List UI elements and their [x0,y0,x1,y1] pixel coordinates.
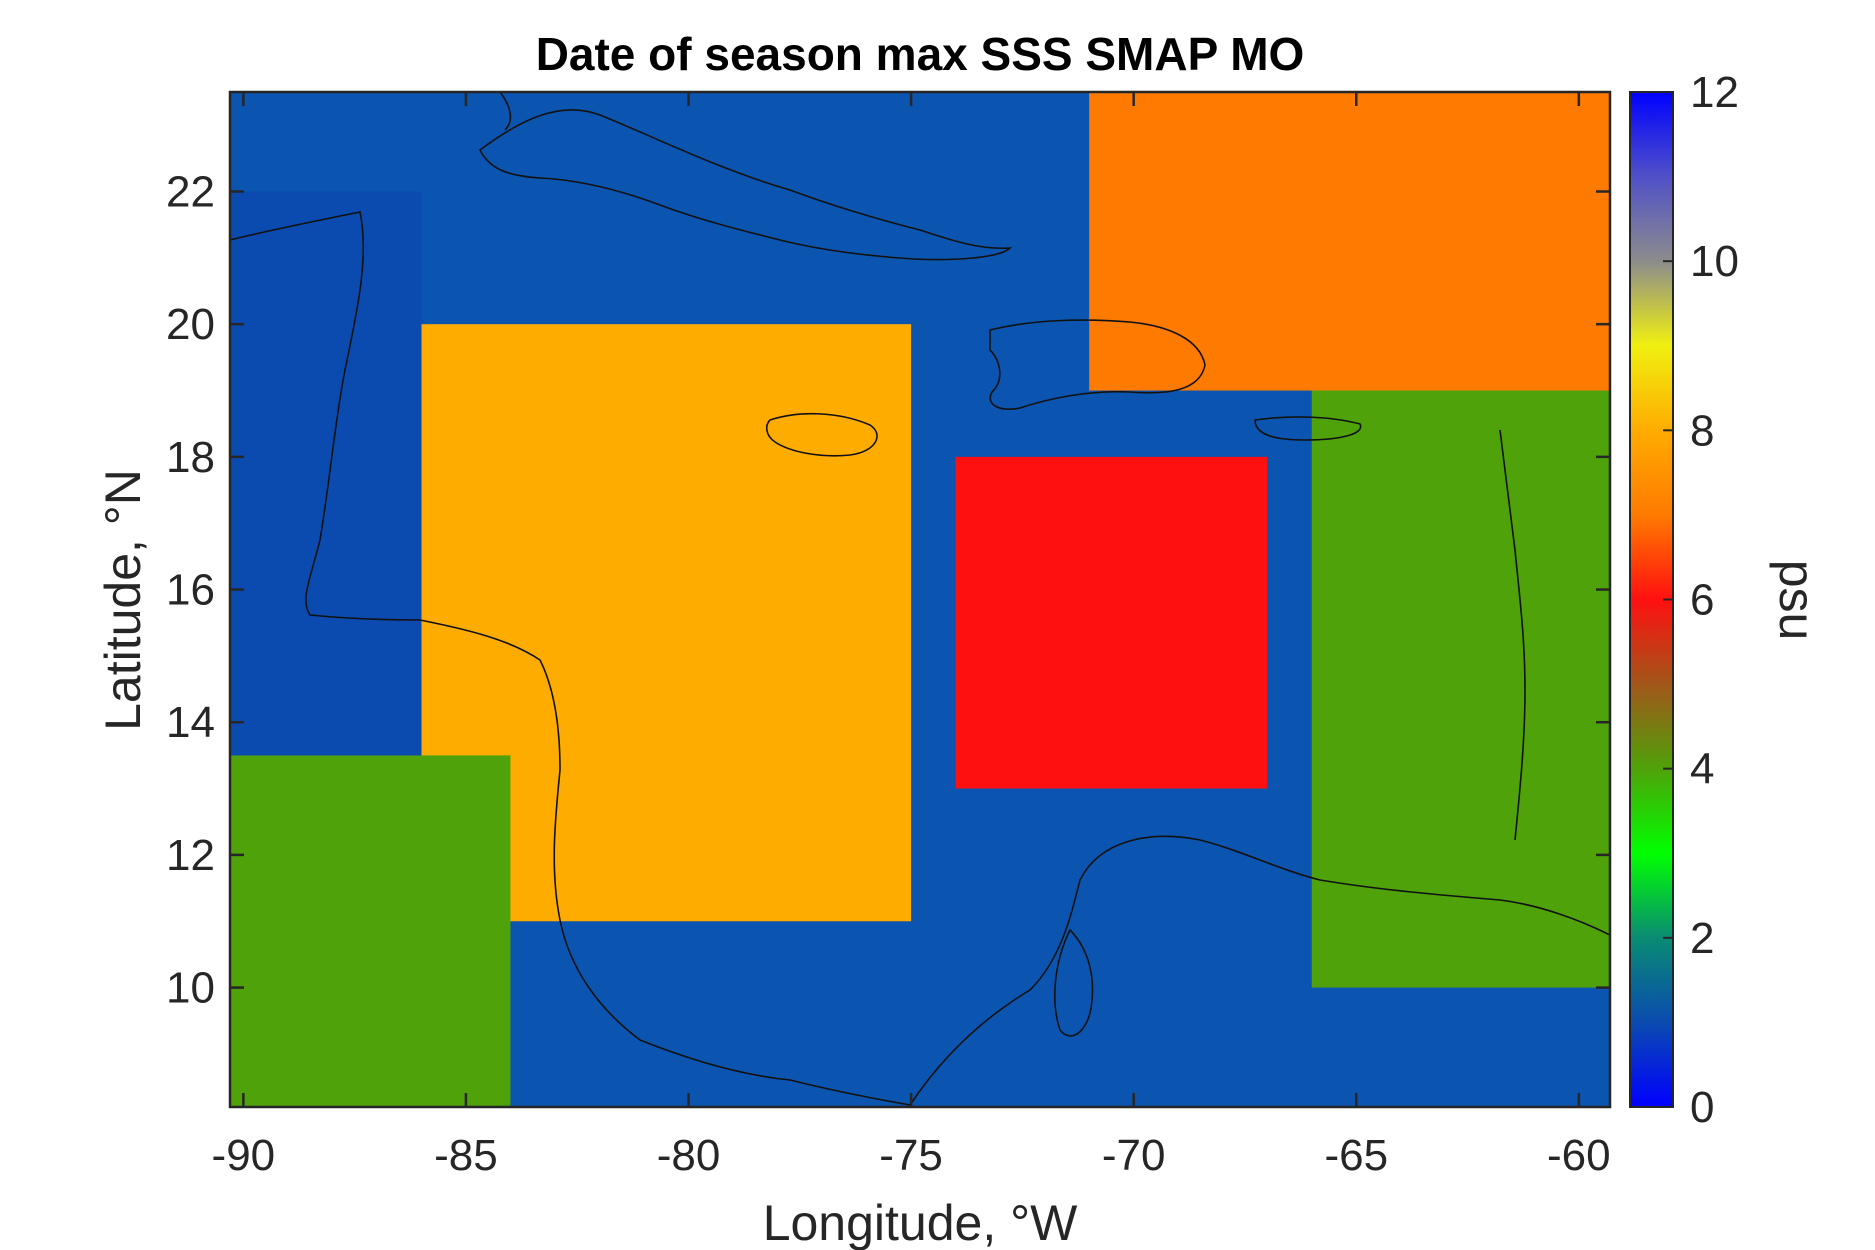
colorbar-tick-label: 4 [1690,745,1714,794]
heatmap-region-2 [955,456,1268,789]
y-tick-label: 20 [166,300,215,349]
plot-area [230,92,1610,1107]
heatmap-cells [230,92,1610,1107]
y-axis: 10 12 14 16 18 20 22 [166,168,1610,1013]
y-tick-label: 22 [166,168,215,217]
colorbar-tick-label: 10 [1690,237,1739,286]
colorbar-tick-label: 8 [1690,406,1714,455]
coastline-cuba [478,109,1013,261]
coastline-south-america [909,835,1610,1106]
x-tick-label: -75 [879,1131,943,1180]
y-tick-label: 14 [166,698,215,747]
colorbar-tick-label: 6 [1690,576,1714,625]
x-tick-label: -80 [657,1131,721,1180]
y-tick-label: 18 [166,433,215,482]
coastline-puerto-rico [1254,416,1362,441]
heatmap-region-6 [230,191,422,756]
colorbar-tick-label: 12 [1690,68,1739,117]
x-tick-label: -85 [434,1131,498,1180]
y-tick-label: 10 [166,964,215,1013]
coastline-florida [499,92,512,131]
x-axis: -90 -85 -80 -75 -70 -65 -60 [212,92,1611,1180]
x-tick-label: -90 [212,1131,276,1180]
x-axis-label: Longitude, °W [763,1195,1078,1250]
coastline-lesser-antilles [1499,429,1526,841]
y-axis-label: Latitude, °N [95,469,151,731]
x-tick-label: -60 [1547,1131,1611,1180]
coastline-central-america [230,211,911,1106]
colorbar: 0 2 4 6 8 10 12 psu [1629,68,1825,1132]
heatmap-region-5 [230,755,511,1107]
heatmap-region-4 [1089,92,1610,391]
colorbar-tick-label: 0 [1690,1083,1714,1132]
coastlines [230,92,1610,1106]
axes-frame [228,90,1612,1109]
y-tick-label: 16 [166,566,215,615]
colorbar-ticks: 0 2 4 6 8 10 12 [1663,68,1739,1132]
y-tick-label: 12 [166,831,215,880]
coastline-jamaica [765,412,878,457]
chart-title: Date of season max SSS SMAP MO [536,28,1305,80]
heatmap-region-3 [1311,390,1610,988]
coastline-lake-maracaibo [1054,928,1094,1037]
x-tick-label: -70 [1102,1131,1166,1180]
coastline-hispaniola [989,319,1206,410]
colorbar-tick-label: 2 [1690,914,1714,963]
x-tick-label: -65 [1324,1131,1388,1180]
colorbar-label: psu [1769,560,1825,641]
